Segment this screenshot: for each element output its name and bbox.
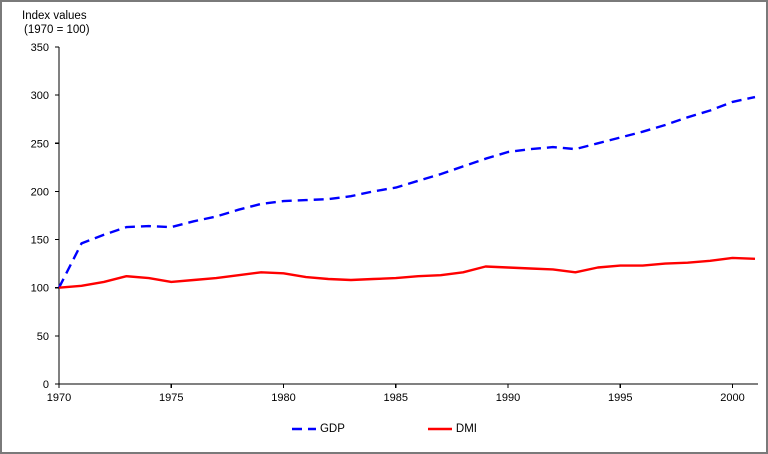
chart-legend: GDP DMI: [291, 423, 477, 435]
chart-subtitle: (1970 = 100): [24, 24, 90, 36]
dmi-solid-line-icon: [427, 427, 452, 431]
dmi-line: [58, 256, 756, 289]
y-tick-label: 250: [31, 138, 49, 150]
chart-title-block: Index values (1970 = 100): [22, 9, 90, 37]
y-tick-label: 300: [31, 90, 49, 102]
y-tick-label: 200: [31, 186, 49, 198]
legend-item-dmi: DMI: [427, 423, 477, 435]
y-tick-label: 50: [37, 331, 49, 343]
x-tick-label: 1980: [271, 392, 295, 404]
x-tick-label: 1990: [496, 392, 520, 404]
y-tick-label: 150: [31, 235, 49, 247]
y-tick-label: 350: [31, 42, 49, 54]
legend-item-gdp: GDP: [291, 423, 345, 435]
x-tick-label: 1975: [159, 392, 183, 404]
y-tick-label: 0: [43, 379, 49, 391]
x-tick-label: 1985: [384, 392, 408, 404]
y-tick-label: 100: [31, 283, 49, 295]
legend-label-dmi: DMI: [455, 423, 478, 435]
x-tick-label: 1970: [47, 392, 71, 404]
legend-label-gdp: GDP: [319, 423, 345, 435]
x-tick-label: 2000: [720, 392, 744, 404]
x-tick-label: 1995: [608, 392, 632, 404]
chart-title: Index values: [22, 10, 87, 22]
gdp-line: [57, 95, 756, 289]
gdp-dashed-line-icon: [291, 427, 316, 431]
